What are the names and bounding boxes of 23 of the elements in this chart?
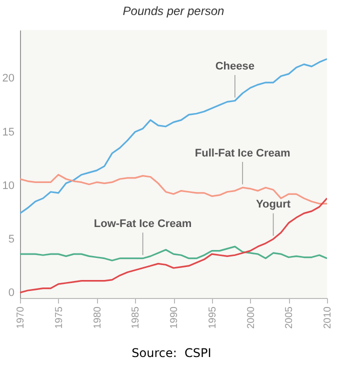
line-series: [20, 198, 327, 294]
x-tick-label: 2010: [322, 306, 334, 329]
line-series: [20, 58, 327, 214]
annotation: Low-Fat Ice Cream: [94, 218, 192, 230]
x-tick-label: 1995: [207, 306, 218, 329]
source-note: Source: CSPI: [130, 346, 212, 360]
y-tick-label: 20: [2, 72, 14, 85]
chart-title: Pounds per person: [122, 4, 225, 18]
annotation: Yogurt: [256, 198, 291, 211]
x-tick-label: 1975: [54, 306, 65, 329]
x-tick-label: 1990: [169, 306, 180, 329]
line-series: [20, 246, 327, 262]
x-tick-label: 1970: [16, 306, 26, 329]
y-tick-label: 15: [2, 126, 14, 138]
x-tick-label: 2005: [284, 306, 296, 329]
y-tick-label: 5: [8, 234, 14, 246]
y-tick-label: 0: [8, 287, 14, 300]
annotation: Full-Fat Ice Cream: [194, 147, 290, 160]
y-tick-label: 10: [2, 180, 14, 192]
x-tick-label: 2000: [246, 306, 257, 329]
x-tick-label: 1985: [130, 306, 142, 329]
x-tick-label: 1980: [92, 306, 104, 329]
annotation: Cheese: [215, 60, 254, 72]
